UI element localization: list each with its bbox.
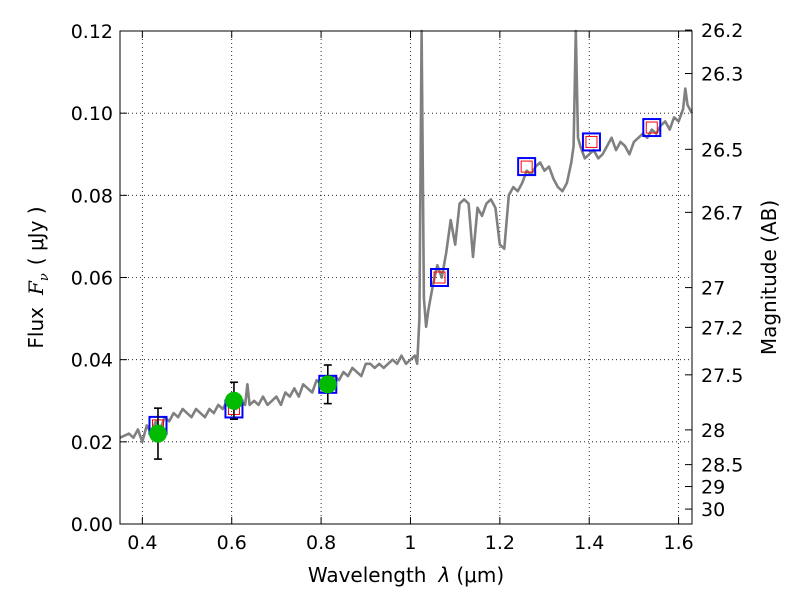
grid-layer (120, 30, 692, 525)
x-tick-label: 1 (404, 532, 416, 554)
y2-tick-label: 26.3 (701, 64, 743, 86)
y2-tick-label: 27.5 (701, 365, 743, 387)
y2-tick-label: 27 (701, 278, 725, 300)
ticks-layer (120, 29, 692, 525)
observed-point (318, 375, 337, 394)
observed-point (224, 391, 243, 410)
model-inner-marker (585, 135, 598, 148)
y-tick-label: 0.12 (71, 21, 113, 43)
plot-frame (119, 30, 693, 525)
model-box-marker (517, 157, 537, 177)
y2-tick-label: 26.7 (701, 202, 743, 224)
x-tick-label: 1.2 (485, 532, 515, 554)
y2-tick-label: 26.2 (701, 20, 743, 42)
y2-tick-label: 27.2 (701, 317, 743, 339)
y-axis-label: FluxFν( μJy ) (24, 206, 52, 348)
model-box-marker (642, 118, 662, 138)
model-inner-marker (433, 271, 446, 284)
y-tick-label: 0.00 (71, 514, 113, 536)
x-tick-label: 1.6 (663, 532, 693, 554)
x-tick-label: 0.4 (127, 532, 157, 554)
series-layer (119, 29, 694, 460)
tick-labels-layer: 0.4 0.6 0.8 1 1.2 1.4 1.6 0.00 0.02 0.04 0.06 0.08 0… (71, 20, 744, 554)
x-tick-label: 1.4 (574, 532, 604, 554)
model-inner-marker (520, 160, 533, 173)
y2-tick-label: 28.5 (701, 455, 743, 477)
x-tick-label: 0.8 (306, 532, 336, 554)
spectrum-line (119, 29, 694, 444)
model-box-marker (581, 132, 601, 152)
x-axis-label: Wavelength λ (μm) (308, 563, 504, 587)
y-tick-label: 0.04 (71, 350, 113, 372)
y-tick-label: 0.02 (71, 432, 113, 454)
y-tick-label: 0.10 (71, 103, 113, 125)
y-tick-label: 0.06 (71, 268, 113, 290)
y2-tick-label: 29 (701, 477, 725, 499)
observed-point (148, 424, 167, 443)
y2-axis-label: Magnitude (AB) (757, 200, 781, 355)
y-tick-label: 0.08 (71, 185, 113, 207)
model-box-marker (430, 268, 450, 287)
y2-tick-label: 26.5 (701, 139, 743, 161)
model-inner-marker (645, 121, 658, 134)
x-tick-label: 0.6 (217, 532, 247, 554)
y2-tick-label: 30 (701, 499, 725, 521)
y2-tick-label: 28 (701, 420, 725, 442)
